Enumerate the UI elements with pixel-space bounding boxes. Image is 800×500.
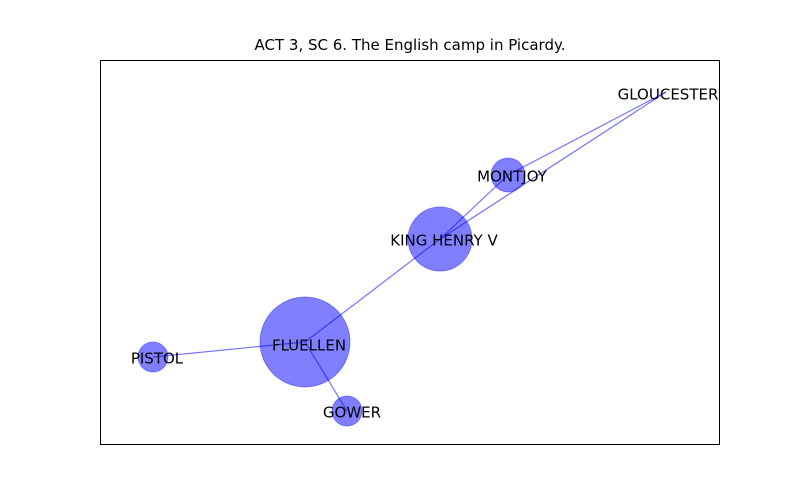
node-label-pistol: PISTOL [131, 350, 184, 368]
nodes-layer [137, 157, 526, 427]
edge-gloucester-montjoy [507, 91, 667, 176]
chart-title: ACT 3, SC 6. The English camp in Picardy… [254, 36, 566, 54]
node-pistol [137, 341, 169, 373]
node-gower [331, 395, 363, 427]
node-label-fluellen: FLUELLEN [272, 337, 346, 355]
node-label-montjoy: MONTJOY [477, 168, 548, 186]
node-label-gower: GOWER [323, 404, 381, 422]
node-king_henry_v [407, 206, 473, 272]
node-fluellen [259, 296, 351, 388]
node-label-king_henry_v: KING HENRY V [390, 232, 498, 250]
node-montjoy [490, 157, 526, 193]
node-label-gloucester: GLOUCESTER [618, 86, 719, 104]
edge-gloucester-king_henry_v [439, 91, 667, 240]
edges-layer [152, 91, 667, 412]
labels-layer: GLOUCESTER MONTJOY KING HENRY V FLUELLEN PIS… [131, 86, 719, 422]
